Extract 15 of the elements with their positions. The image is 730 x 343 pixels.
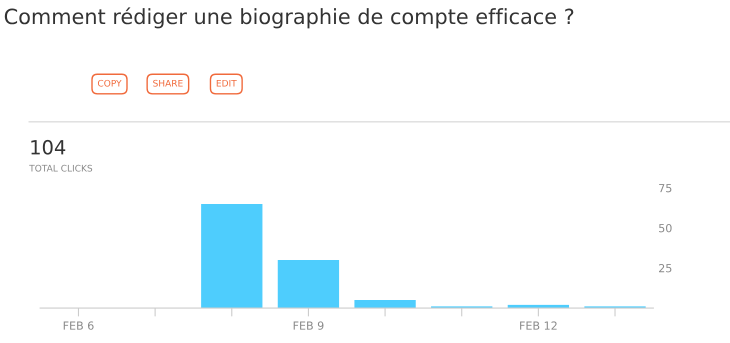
text: COPY [98,80,122,87]
x-tick-label: FEB 9 [294,321,324,330]
text: 104 [31,140,66,155]
chart-title: Comment rédiger une biographie de compte efficace ? [4,7,574,28]
text: SHARE [153,80,183,87]
bar [354,300,416,308]
text: TOTAL CLICKS [29,164,92,172]
y-tick-label: 75 [659,184,672,192]
bar [201,204,262,308]
y-tick-label: 25 [659,264,672,272]
x-tick-label: FEB 12 [520,321,557,330]
bar [278,260,340,308]
y-tick-label: 50 [659,224,672,232]
x-tick-label: FEB 6 [64,321,94,330]
text: EDIT [216,80,237,87]
